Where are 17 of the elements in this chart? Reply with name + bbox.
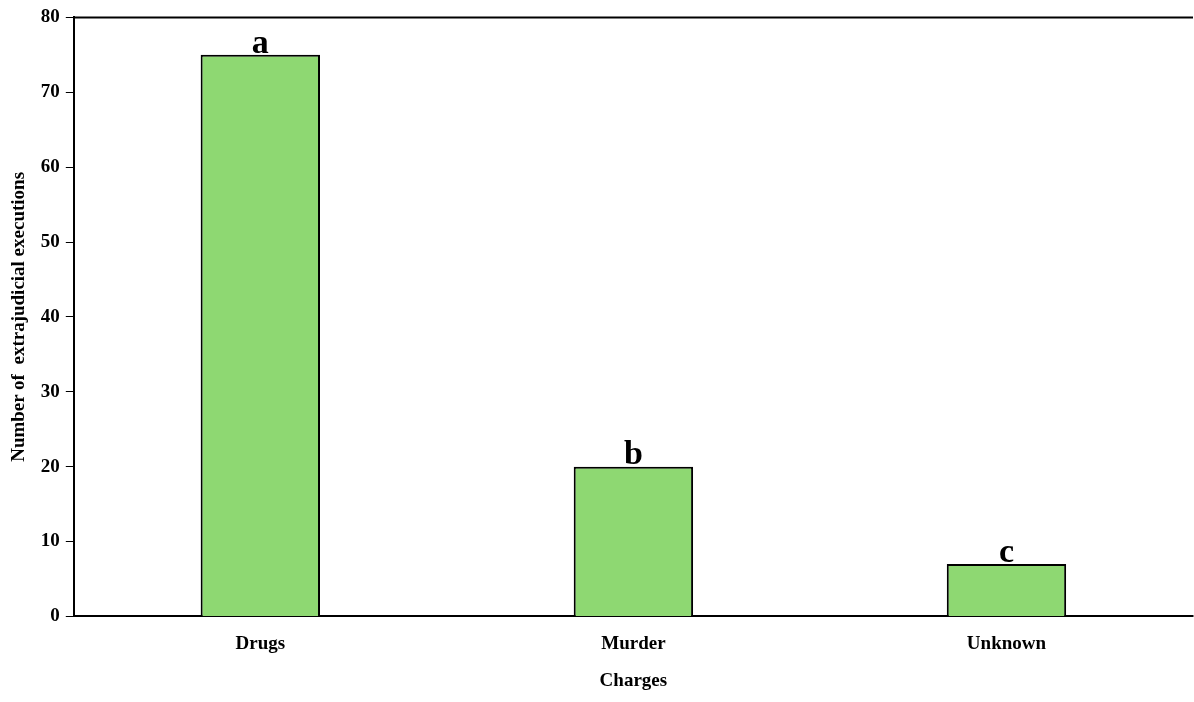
annotation: c	[998, 531, 1015, 569]
annotation: b	[623, 434, 643, 472]
x-axis-title: Charges	[599, 668, 668, 690]
y-tick-label: 30	[40, 379, 60, 401]
y-tick-label: 50	[40, 229, 60, 251]
annotation: a	[251, 22, 269, 60]
x-tick-label: Murder	[601, 631, 667, 653]
x-tick-label: Drugs	[235, 631, 286, 653]
y-tick-label: 70	[40, 80, 60, 102]
y-tick-label: 80	[40, 5, 60, 27]
y-tick-label: 40	[40, 304, 60, 326]
y-tick-label: 10	[40, 529, 60, 551]
x-tick-label: Unknown	[966, 631, 1047, 653]
y-axis-title: Number of extrajudicial executions	[7, 171, 29, 462]
y-tick-label: 0	[50, 604, 60, 626]
y-tick-label: 20	[40, 454, 60, 476]
y-tick-label: 60	[40, 155, 60, 177]
